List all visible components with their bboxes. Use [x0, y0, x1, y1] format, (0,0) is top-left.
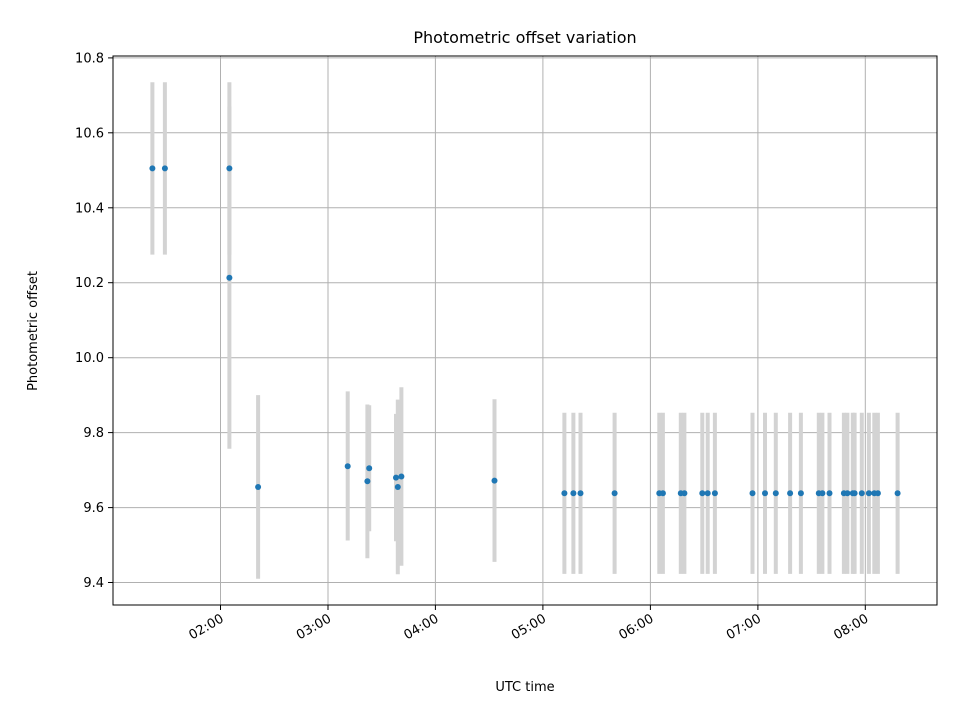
y-tick-label: 9.6 [83, 501, 104, 516]
data-point [561, 490, 568, 497]
data-point [611, 490, 618, 497]
data-point [570, 490, 577, 497]
x-tick-label: 04:00 [401, 611, 441, 643]
y-tick-label: 9.4 [83, 576, 104, 591]
x-tick-label: 03:00 [294, 611, 334, 643]
data-point [366, 465, 373, 472]
data-point [797, 490, 804, 497]
data-point [364, 478, 371, 485]
data-point [851, 490, 858, 497]
data-point [398, 473, 405, 480]
chart-title: Photometric offset variation [413, 28, 636, 47]
data-point [894, 490, 901, 497]
data-point [659, 490, 666, 497]
y-tick-label: 10.8 [75, 51, 104, 66]
y-tick-label: 10.6 [75, 126, 104, 141]
data-point [844, 490, 851, 497]
x-tick-label: 02:00 [187, 611, 227, 643]
y-axis-label: Photometric offset [26, 271, 41, 391]
y-tick-label: 10.2 [75, 276, 104, 291]
data-points [149, 165, 901, 497]
data-point [394, 484, 401, 490]
data-point [226, 274, 233, 281]
data-point [858, 490, 865, 497]
data-point [704, 490, 711, 497]
x-axis-label: UTC time [495, 680, 554, 695]
grid [113, 56, 937, 605]
data-point [161, 165, 168, 172]
x-tick-label: 08:00 [831, 611, 871, 643]
data-point [577, 490, 584, 497]
data-point [491, 477, 498, 484]
data-point [255, 484, 262, 490]
y-tick-label: 10.4 [75, 201, 104, 216]
data-point [393, 474, 399, 481]
data-point [787, 490, 794, 497]
x-tick-label: 07:00 [724, 611, 764, 643]
x-tick-label: 06:00 [616, 611, 656, 643]
data-point [711, 490, 718, 497]
data-point [749, 490, 756, 497]
data-point [149, 165, 156, 172]
data-point [865, 490, 872, 497]
data-point [344, 463, 351, 470]
data-point [681, 490, 688, 497]
x-tick-label: 05:00 [509, 611, 549, 643]
plot-frame [112, 55, 938, 606]
y-tick-label: 9.8 [83, 426, 104, 441]
data-point [762, 490, 768, 497]
y-tick-label: 10.0 [75, 351, 104, 366]
data-point [772, 490, 779, 497]
data-point [226, 165, 233, 172]
data-point [819, 490, 826, 497]
data-point [699, 490, 706, 497]
data-point [826, 490, 833, 497]
data-point [874, 490, 881, 497]
error-bars [150, 82, 900, 579]
